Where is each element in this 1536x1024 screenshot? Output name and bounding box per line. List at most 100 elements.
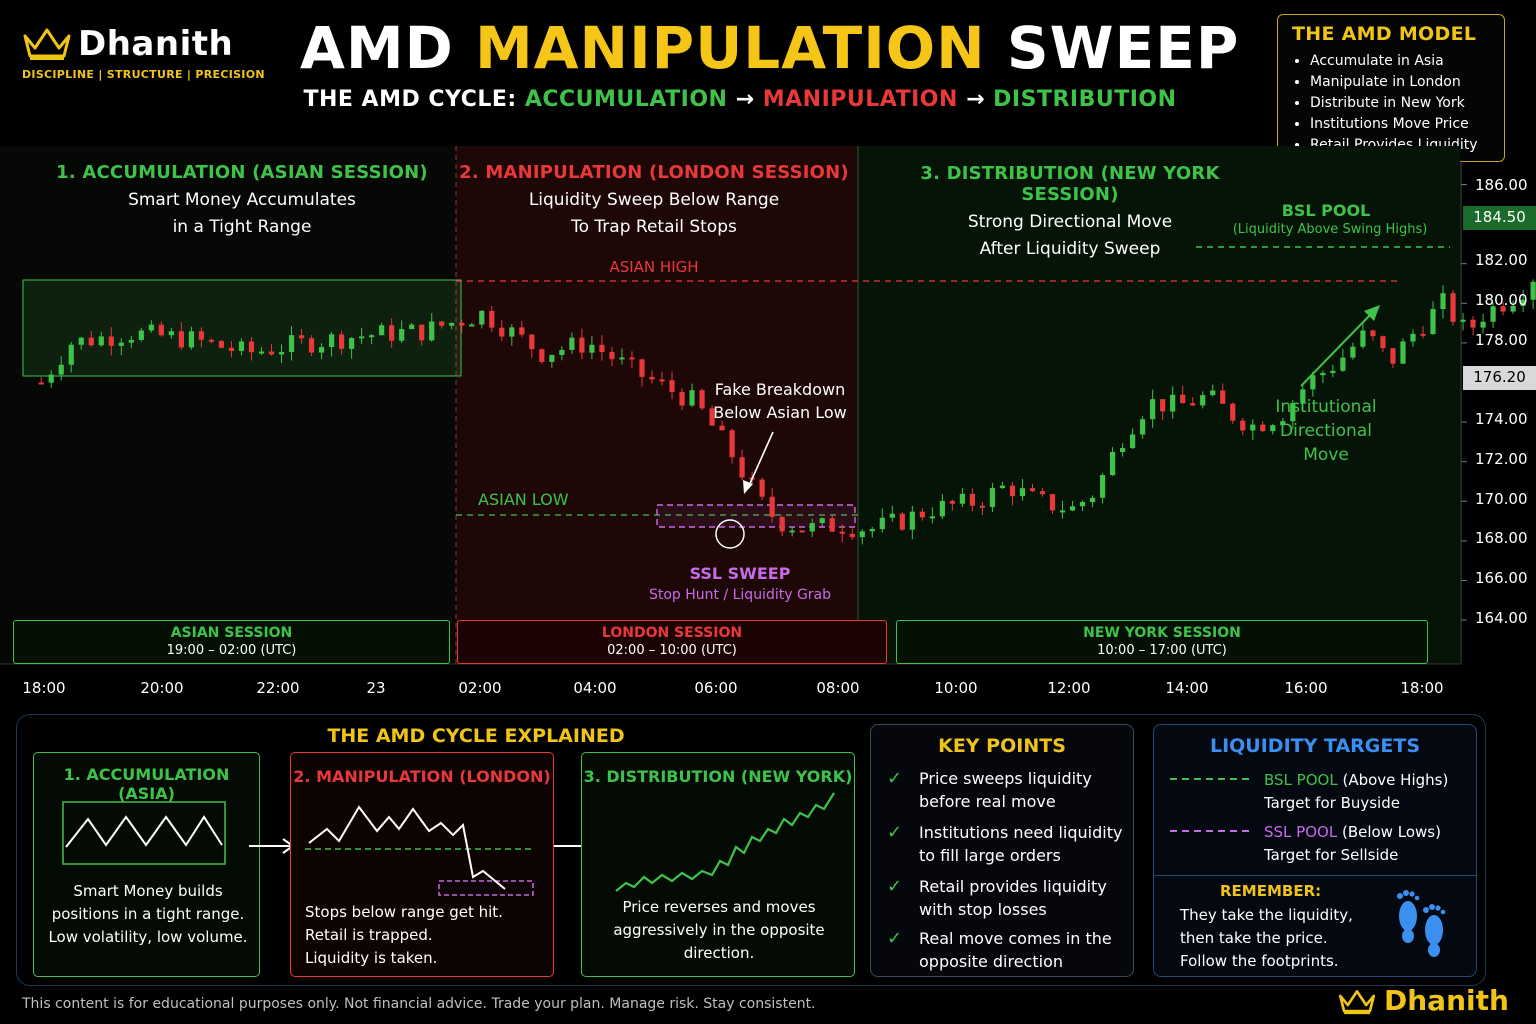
card-desc-line: Smart Money builds bbox=[73, 882, 223, 900]
candle-bullish bbox=[929, 516, 935, 519]
title-part-3: SWEEP bbox=[1006, 14, 1240, 82]
candle-bearish bbox=[338, 334, 345, 349]
remember-line: They take the liquidity, bbox=[1180, 906, 1353, 924]
candle-bullish bbox=[1109, 452, 1116, 476]
remember-heading: REMEMBER: bbox=[1220, 882, 1322, 900]
candle-bearish bbox=[639, 359, 645, 377]
candle-bearish bbox=[769, 496, 775, 517]
candle-bearish bbox=[579, 337, 585, 353]
candle-bullish bbox=[128, 339, 134, 343]
candle-bearish bbox=[949, 500, 955, 504]
candle-bullish bbox=[879, 517, 885, 530]
subtitle-distribution: DISTRIBUTION bbox=[993, 87, 1177, 112]
x-tick-label: 18:00 bbox=[1400, 679, 1444, 697]
candle-bullish bbox=[959, 493, 965, 504]
candle-bearish bbox=[759, 479, 765, 497]
candle-bearish bbox=[1039, 491, 1046, 495]
ssl-sweep-sub: Stop Hunt / Liquidity Grab bbox=[648, 587, 832, 603]
candle-bearish bbox=[629, 357, 635, 360]
candle-bullish bbox=[98, 336, 104, 346]
candle-bullish bbox=[118, 342, 124, 346]
candle-bullish bbox=[869, 529, 875, 532]
candle-bullish bbox=[1210, 390, 1216, 396]
candle-bearish bbox=[719, 425, 725, 431]
y-tick-label: 186.00 bbox=[1475, 176, 1528, 194]
candle-bearish bbox=[1240, 420, 1246, 431]
candle-bearish bbox=[88, 337, 94, 346]
fake-breakdown-label: Fake Breakdown Below Asian Low bbox=[700, 378, 860, 424]
phase-accumulation: 1. ACCUMULATION (ASIAN SESSION) Smart Mo… bbox=[40, 162, 444, 241]
phase-desc-line: Liquidity Sweep Below Range bbox=[528, 190, 780, 210]
candle-bearish bbox=[699, 390, 705, 409]
candle-bullish bbox=[238, 341, 245, 351]
candle-bearish bbox=[779, 516, 785, 532]
candle-bearish bbox=[519, 327, 525, 335]
accumulation-zone-bg bbox=[0, 146, 456, 664]
candle-bullish bbox=[479, 310, 485, 325]
y-tick-label: 182.00 bbox=[1475, 251, 1528, 269]
key-point-line: to fill large orders bbox=[919, 846, 1061, 865]
remember-text: They take the liquidity, then take the p… bbox=[1180, 904, 1390, 973]
candle-bullish bbox=[1460, 319, 1466, 322]
candle-bearish bbox=[1500, 306, 1506, 312]
candle-bearish bbox=[1450, 293, 1456, 322]
amd-model-heading: THE AMD MODEL bbox=[1292, 23, 1477, 45]
institutional-arrow bbox=[1300, 312, 1373, 387]
phase-distribution: 3. DISTRIBUTION (NEW YORK SESSION) Stron… bbox=[870, 163, 1270, 263]
candle-bearish bbox=[919, 511, 925, 518]
card-accumulation: 1. ACCUMULATION (ASIA) Smart Money build… bbox=[33, 752, 260, 977]
candle-bullish bbox=[1430, 309, 1436, 335]
candle-bearish bbox=[969, 493, 976, 506]
card-desc-line: positions in a tight range. bbox=[51, 905, 245, 923]
asian-low-label: ASIAN LOW bbox=[478, 490, 569, 509]
candle-bullish bbox=[1490, 306, 1496, 322]
price-tag-current-bg bbox=[1463, 366, 1536, 390]
y-tick-label: 174.00 bbox=[1475, 410, 1528, 428]
candle-bullish bbox=[1120, 448, 1126, 453]
candle-bullish bbox=[939, 500, 945, 517]
phase-desc-line: To Trap Retail Stops bbox=[571, 217, 737, 237]
card-heading: 1. ACCUMULATION (ASIA) bbox=[63, 765, 230, 803]
candle-bearish bbox=[1380, 336, 1386, 349]
candle-bearish bbox=[1049, 494, 1056, 511]
candle-bullish bbox=[399, 329, 405, 341]
card-distribution: 3. DISTRIBUTION (NEW YORK) Price reverse… bbox=[581, 752, 855, 977]
candle-bullish bbox=[889, 513, 895, 518]
distribution-zone-bg bbox=[858, 146, 1460, 664]
amd-model-item: Institutions Move Price bbox=[1310, 114, 1490, 135]
candle-bearish bbox=[899, 513, 905, 530]
y-tick-label: 164.00 bbox=[1475, 609, 1528, 627]
phase-heading: 1. ACCUMULATION (ASIAN SESSION) bbox=[56, 162, 428, 183]
candle-bullish bbox=[1530, 281, 1536, 300]
manipulation-zone-bg bbox=[456, 146, 858, 664]
remember-line: then take the price. bbox=[1180, 929, 1328, 947]
candle-bullish bbox=[349, 338, 355, 349]
bsl-pool-sub: (Liquidity Above Swing Highs) bbox=[1232, 222, 1428, 237]
phase-manipulation: 2. MANIPULATION (LONDON SESSION) Liquidi… bbox=[456, 162, 852, 241]
fake-breakdown-arrow bbox=[747, 431, 774, 489]
candle-bearish bbox=[1470, 319, 1476, 328]
liquidity-targets-heading: LIQUIDITY TARGETS bbox=[1209, 735, 1421, 757]
card-desc-line: Liquidity is taken. bbox=[305, 949, 438, 967]
candle-bearish bbox=[829, 518, 835, 532]
x-tick-label: 22:00 bbox=[256, 679, 300, 697]
candle-bearish bbox=[389, 325, 395, 341]
candle-bullish bbox=[359, 336, 365, 339]
candle-bullish bbox=[138, 330, 144, 340]
candle-bullish bbox=[1330, 370, 1336, 373]
y-tick-label: 180.00 bbox=[1475, 291, 1528, 309]
crown-icon bbox=[1338, 990, 1376, 1015]
candle-bullish bbox=[1270, 425, 1276, 432]
bsl-legend-line bbox=[1170, 778, 1252, 780]
subtitle-accumulation: ACCUMULATION bbox=[524, 87, 728, 112]
candle-bullish bbox=[809, 523, 815, 532]
candle-bearish bbox=[1260, 424, 1266, 432]
institutional-label: Institutional Directional Move bbox=[1256, 395, 1396, 467]
x-tick-label: 04:00 bbox=[573, 679, 617, 697]
session-name: LONDON SESSION bbox=[601, 625, 743, 641]
candle-bullish bbox=[288, 335, 295, 353]
x-tick-label: 18:00 bbox=[22, 679, 66, 697]
key-point-line: Institutions need liquidity bbox=[919, 823, 1123, 842]
fake-breakdown-line: Below Asian Low bbox=[713, 403, 847, 422]
candle-bullish bbox=[549, 354, 555, 362]
